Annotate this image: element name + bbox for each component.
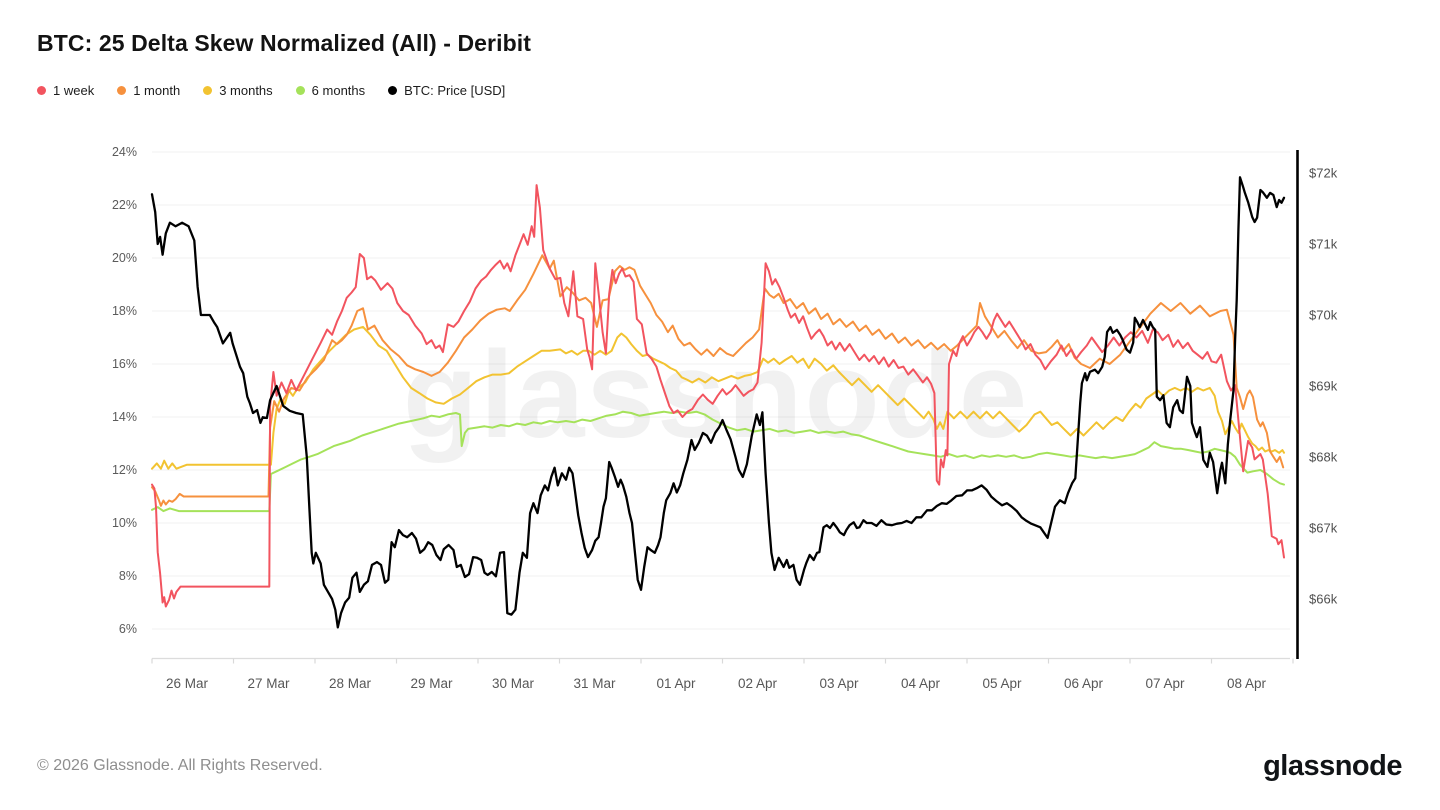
svg-text:06 Apr: 06 Apr <box>1064 676 1104 691</box>
svg-text:$70k: $70k <box>1309 308 1338 323</box>
svg-text:$69k: $69k <box>1309 379 1338 394</box>
legend-item-label: 1 week <box>53 83 95 98</box>
svg-text:10%: 10% <box>112 516 137 530</box>
series-btc-price-usd- <box>150 176 1286 629</box>
right-axis: $72k $71k $70k $69k $68k $67k $66k <box>1296 150 1338 659</box>
svg-text:22%: 22% <box>112 198 137 212</box>
svg-text:30 Mar: 30 Mar <box>492 676 535 691</box>
svg-text:03 Apr: 03 Apr <box>819 676 859 691</box>
svg-text:$71k: $71k <box>1309 237 1338 252</box>
legend-dot-icon <box>203 86 213 95</box>
legend-item-3-months[interactable]: 3 months <box>203 83 273 98</box>
svg-text:28 Mar: 28 Mar <box>329 676 372 691</box>
legend: 1 week 1 month 3 months 6 months BTC: Price … <box>37 83 528 98</box>
legend-item-1-month[interactable]: 1 month <box>117 83 180 98</box>
legend-dot-icon <box>37 86 46 95</box>
svg-text:6%: 6% <box>119 622 137 636</box>
svg-text:31 Mar: 31 Mar <box>573 676 616 691</box>
svg-text:24%: 24% <box>112 145 137 159</box>
legend-dot-icon <box>295 86 305 95</box>
legend-item-1-week[interactable]: 1 week <box>37 83 94 98</box>
svg-text:18%: 18% <box>112 304 137 318</box>
svg-text:$68k: $68k <box>1309 450 1338 465</box>
svg-text:$67k: $67k <box>1309 521 1338 536</box>
svg-text:12%: 12% <box>112 463 137 477</box>
x-axis: 26 Mar 27 Mar 28 Mar 29 Mar 30 Mar 31 Mar 01 A… <box>151 657 1294 691</box>
svg-text:8%: 8% <box>119 569 137 583</box>
svg-text:16%: 16% <box>112 357 137 371</box>
legend-item-label: 6 months <box>311 83 366 98</box>
svg-text:20%: 20% <box>112 251 137 265</box>
series-1-week <box>151 184 1285 608</box>
svg-text:27 Mar: 27 Mar <box>247 676 290 691</box>
page-title: BTC: 25 Delta Skew Normalized (All) - De… <box>37 30 531 56</box>
svg-text:08 Apr: 08 Apr <box>1227 676 1267 691</box>
svg-text:26 Mar: 26 Mar <box>166 676 209 691</box>
svg-text:02 Apr: 02 Apr <box>738 676 778 691</box>
svg-text:07 Apr: 07 Apr <box>1145 676 1185 691</box>
svg-text:$72k: $72k <box>1309 166 1338 181</box>
glassnode-logo[interactable]: glassnode <box>1263 750 1402 782</box>
watermark: glassnode <box>403 327 1029 464</box>
legend-item-label: 3 months <box>219 83 273 98</box>
legend-dot-icon <box>388 86 398 95</box>
legend-item-6-months[interactable]: 6 months <box>295 83 366 98</box>
svg-text:29 Mar: 29 Mar <box>410 676 453 691</box>
svg-text:14%: 14% <box>112 410 137 424</box>
svg-text:01 Apr: 01 Apr <box>656 676 696 691</box>
svg-text:04 Apr: 04 Apr <box>901 676 941 691</box>
legend-item-btc-price-usd-[interactable]: BTC: Price [USD] <box>388 83 505 98</box>
series-6-months <box>151 410 1285 513</box>
svg-text:05 Apr: 05 Apr <box>982 676 1022 691</box>
legend-dot-icon <box>117 86 127 95</box>
left-axis-labels: 24% 22% 20% 18% 16% 14% 12% 10% 8% 6% <box>112 145 137 636</box>
legend-item-label: BTC: Price [USD] <box>404 83 506 98</box>
svg-text:$66k: $66k <box>1309 592 1338 607</box>
legend-item-label: 1 month <box>133 83 181 98</box>
copyright-text: © 2026 Glassnode. All Rights Reserved. <box>37 757 323 774</box>
